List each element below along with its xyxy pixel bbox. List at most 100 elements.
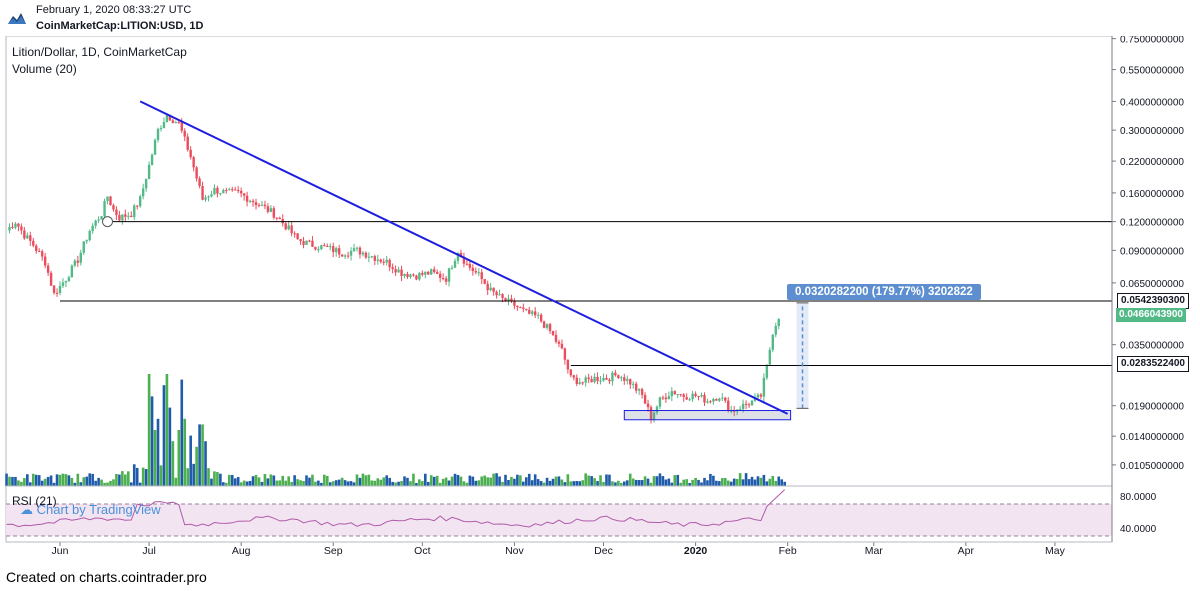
volume-bar bbox=[605, 474, 608, 486]
volume-bar bbox=[138, 482, 142, 486]
candle-body bbox=[732, 410, 736, 412]
candle-body bbox=[67, 277, 71, 281]
candle-body bbox=[741, 403, 745, 410]
volume-bar bbox=[572, 481, 576, 486]
candle-body bbox=[355, 247, 359, 249]
candle-body bbox=[620, 377, 623, 379]
candle-body bbox=[251, 200, 255, 203]
volume-bar bbox=[180, 379, 184, 486]
candle-body bbox=[427, 271, 430, 275]
volume-bar bbox=[444, 477, 448, 486]
volume-bar bbox=[456, 474, 460, 486]
volume-bar bbox=[682, 479, 685, 486]
volume-bar bbox=[424, 473, 427, 486]
candle-body bbox=[225, 190, 228, 192]
candle-body bbox=[771, 334, 774, 350]
candle-body bbox=[634, 383, 638, 391]
volume-bar bbox=[465, 482, 469, 486]
candle-body bbox=[186, 136, 189, 150]
volume-bar bbox=[174, 477, 178, 486]
candle-body bbox=[534, 311, 537, 316]
candle-body bbox=[317, 249, 320, 251]
volume-bar bbox=[88, 473, 91, 486]
volume-bar bbox=[777, 476, 781, 486]
volume-bar bbox=[382, 477, 386, 486]
x-tick-label: Jun bbox=[52, 545, 69, 557]
candle-body bbox=[257, 205, 261, 207]
candle-body bbox=[715, 398, 718, 401]
candle-body bbox=[542, 321, 546, 328]
volume-bar bbox=[183, 418, 187, 486]
volume-bar bbox=[115, 473, 118, 486]
candle-body bbox=[26, 235, 29, 239]
candle-body bbox=[326, 245, 329, 247]
x-tick-label: Feb bbox=[779, 545, 797, 557]
candle-body bbox=[370, 256, 374, 258]
volume-bar bbox=[367, 474, 371, 486]
volume-bar bbox=[536, 479, 540, 486]
volume-bar bbox=[504, 474, 507, 486]
volume-bar bbox=[236, 477, 240, 486]
volume-bar bbox=[406, 477, 409, 486]
candle-body bbox=[632, 383, 635, 385]
y-tick-label: 0.0900000000 bbox=[1120, 246, 1184, 257]
candle-body bbox=[664, 397, 668, 400]
candle-body bbox=[136, 205, 139, 207]
horizontal-levels[interactable] bbox=[60, 216, 1112, 421]
volume-bar bbox=[524, 477, 528, 486]
volume-bar bbox=[23, 478, 26, 486]
volume-bar bbox=[732, 478, 736, 486]
volume-bar bbox=[168, 407, 172, 486]
volume-bar bbox=[361, 473, 365, 486]
volume-bar bbox=[706, 480, 709, 486]
candle-body bbox=[329, 246, 332, 248]
volume-bar bbox=[403, 476, 406, 486]
candle-body bbox=[510, 298, 513, 301]
y-tick-label: 0.4000000000 bbox=[1120, 97, 1184, 108]
volume-bar bbox=[127, 471, 130, 486]
volume-bar bbox=[219, 473, 222, 486]
volume-bar bbox=[112, 479, 115, 486]
candle-body bbox=[513, 300, 516, 306]
volume-bar bbox=[560, 479, 564, 486]
candle-body bbox=[522, 307, 525, 309]
volume-bar bbox=[376, 478, 380, 486]
candle-body bbox=[293, 233, 296, 235]
volume-bar bbox=[222, 482, 225, 486]
trendline-group[interactable] bbox=[139, 100, 809, 415]
candle-body bbox=[477, 272, 480, 274]
candle-body bbox=[730, 410, 733, 412]
volume-bar bbox=[685, 479, 688, 486]
volume-bar bbox=[40, 480, 44, 486]
candle-body bbox=[643, 394, 647, 404]
volume-bar bbox=[94, 480, 97, 486]
candle-body bbox=[343, 255, 347, 257]
volume-bar bbox=[8, 476, 11, 486]
candle-body bbox=[40, 251, 44, 257]
candle-body bbox=[162, 122, 166, 128]
volume-bar bbox=[129, 482, 133, 486]
volume-bar bbox=[17, 480, 20, 486]
candle-body bbox=[468, 263, 472, 268]
candle-body bbox=[608, 379, 611, 382]
candle-body bbox=[590, 379, 593, 383]
volume-bar bbox=[762, 474, 766, 486]
volume-bar bbox=[726, 480, 730, 486]
y-tick-label: 0.2200000000 bbox=[1120, 157, 1184, 168]
volume-bar bbox=[150, 396, 154, 486]
candle-body bbox=[602, 378, 605, 381]
candle-body bbox=[415, 275, 418, 280]
candle-body bbox=[599, 380, 602, 382]
volume-bar bbox=[557, 476, 561, 486]
volume-bar bbox=[394, 482, 397, 486]
candle-body bbox=[652, 412, 656, 420]
volume-bar bbox=[474, 480, 478, 486]
candle-body bbox=[406, 273, 409, 277]
volume-bar bbox=[435, 475, 439, 486]
candle-body bbox=[85, 240, 88, 242]
candle-body bbox=[697, 396, 700, 398]
candle-body bbox=[153, 139, 157, 155]
candle-body bbox=[709, 401, 712, 403]
candle-body bbox=[192, 157, 195, 168]
